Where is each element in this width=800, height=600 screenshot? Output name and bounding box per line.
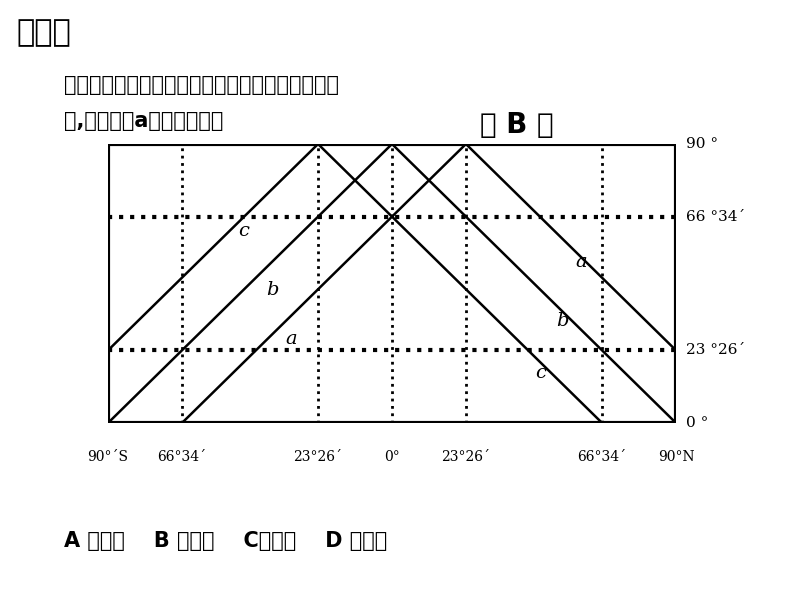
- Text: c: c: [535, 364, 546, 382]
- Text: 0 °: 0 °: [686, 416, 709, 430]
- Text: b: b: [266, 281, 278, 299]
- Text: c: c: [238, 222, 249, 240]
- Text: 23 °26´: 23 °26´: [686, 343, 746, 358]
- Text: 66°34´: 66°34´: [158, 450, 206, 464]
- Text: A 春分日    B 夏至日    C秋分日    D 冬至日: A 春分日 B 夏至日 C秋分日 D 冬至日: [64, 531, 387, 551]
- Text: 图,其中折线a表示的日期是: 图,其中折线a表示的日期是: [64, 111, 223, 131]
- Text: 训练二: 训练二: [16, 18, 70, 47]
- Text: 90°N: 90°N: [658, 450, 694, 464]
- Text: a: a: [575, 253, 587, 271]
- Text: a: a: [286, 330, 297, 348]
- Text: 23°26´: 23°26´: [294, 450, 342, 464]
- Text: 66°34´: 66°34´: [578, 450, 626, 464]
- Text: b: b: [556, 312, 569, 329]
- Text: 66 °34´: 66 °34´: [686, 209, 746, 224]
- Text: 23°26´: 23°26´: [442, 450, 490, 464]
- Text: 90°´S: 90°´S: [87, 450, 129, 464]
- Text: （ B ）: （ B ）: [480, 111, 554, 139]
- Text: 90 °: 90 °: [686, 137, 718, 151]
- Text: 0°: 0°: [384, 450, 400, 464]
- Text: 下图为二分二至日正午太阳高度角随纬度变化示意: 下图为二分二至日正午太阳高度角随纬度变化示意: [64, 75, 339, 95]
